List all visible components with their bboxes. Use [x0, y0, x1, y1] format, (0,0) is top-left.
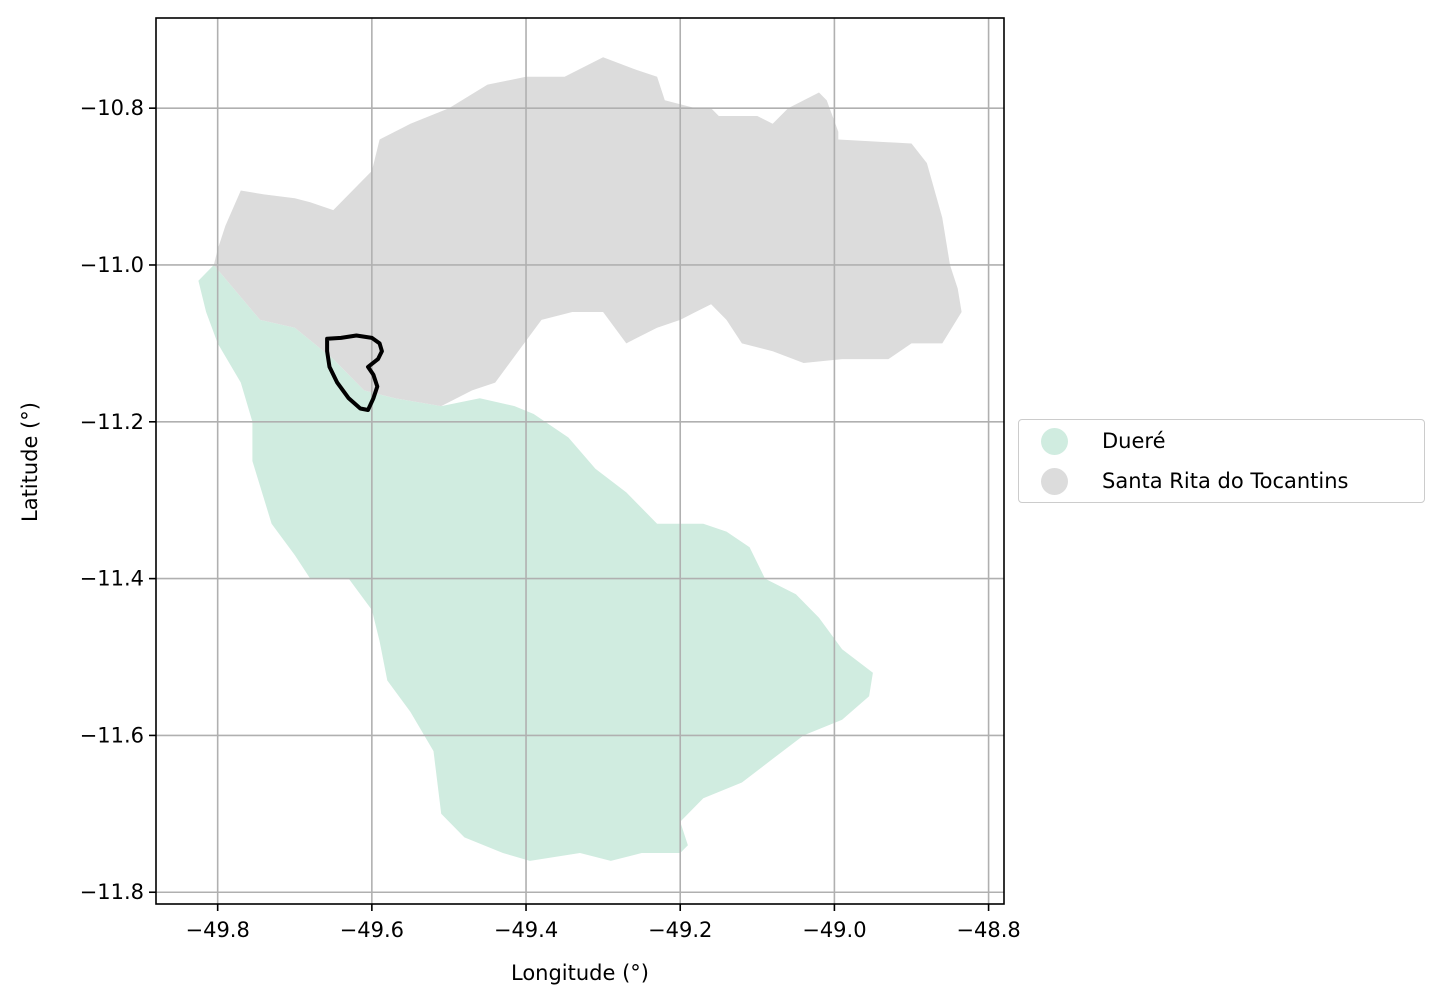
legend-label-santa-rita: Santa Rita do Tocantins — [1102, 469, 1349, 493]
legend: Dueré Santa Rita do Tocantins — [1018, 419, 1425, 503]
y-axis-title: Latitude (°) — [18, 402, 42, 522]
grid-layer — [156, 18, 1004, 904]
region-duere — [198, 265, 873, 861]
legend-entry-santa-rita: Santa Rita do Tocantins — [1041, 466, 1349, 496]
y-tick-label: −11.6 — [80, 723, 144, 747]
x-tick-label: −49.0 — [802, 918, 866, 942]
ticks-layer: −49.8 −49.6 −49.4 −49.2 −49.0 −48.8 −10.8 −11.0… — [80, 96, 1021, 942]
y-tick-label: −11.4 — [80, 567, 144, 591]
x-tick-label: −48.8 — [956, 918, 1020, 942]
x-tick-label: −49.4 — [494, 918, 558, 942]
x-tick-label: −49.8 — [185, 918, 249, 942]
legend-label-duere: Dueré — [1102, 429, 1166, 453]
y-tick-label: −11.2 — [80, 410, 144, 434]
x-tick-label: −49.2 — [648, 918, 712, 942]
regions-layer — [198, 57, 962, 861]
legend-entry-duere: Dueré — [1041, 426, 1166, 456]
outline-boundary — [325, 333, 384, 412]
plot-frame — [155, 17, 1005, 905]
y-tick-label: −10.8 — [80, 96, 144, 120]
y-tick-label: −11.0 — [80, 253, 144, 277]
x-tick-label: −49.6 — [340, 918, 404, 942]
y-tick-label: −11.8 — [80, 880, 144, 904]
outline-layer — [325, 333, 384, 412]
legend-marker-santa-rita — [1041, 467, 1068, 495]
region-santa-rita-do-tocantins — [213, 57, 962, 407]
x-axis-title: Longitude (°) — [511, 961, 649, 985]
legend-marker-duere — [1041, 427, 1068, 455]
